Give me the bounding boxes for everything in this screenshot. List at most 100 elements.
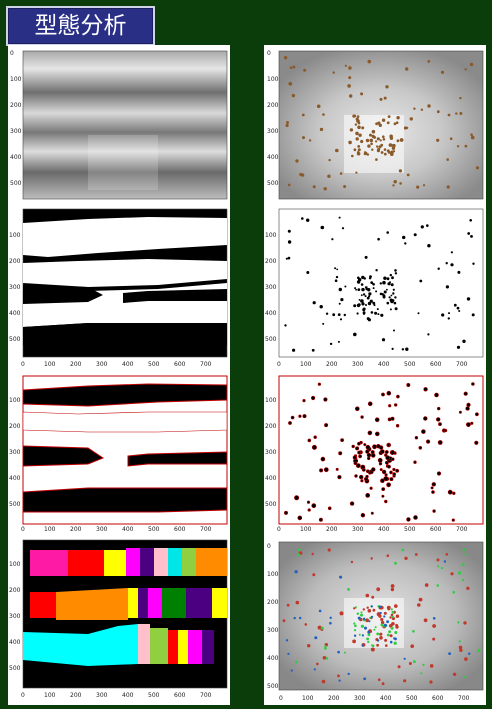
point [383,476,389,482]
point [337,674,340,678]
point [367,59,372,64]
point [372,301,376,305]
point [322,656,327,660]
point [386,633,390,637]
point [298,414,302,418]
point [323,467,329,473]
svg-text:200: 200 [10,102,22,109]
point [452,491,456,496]
point [286,121,289,124]
point [358,278,362,282]
point [462,339,466,343]
point [458,571,462,575]
point [466,586,470,590]
point [394,272,398,275]
right-detect-yticks: 0 100 200 300 400 500 [267,543,279,690]
point [390,626,394,630]
point [391,622,395,626]
point [338,287,342,292]
point [405,126,409,130]
point [353,622,356,625]
point [361,302,365,306]
point [458,645,463,650]
point [286,603,290,607]
point [387,282,391,286]
left-contour-plot: 100 200 300 400 500 0 100 200 300 400 50… [9,375,228,533]
point [374,626,377,629]
point [470,235,473,238]
point [465,422,471,427]
right-photo-plot: 0 100 200 300 400 500 [267,50,484,200]
point [336,268,339,271]
point [394,296,397,299]
point [349,128,354,132]
point [375,158,378,161]
point [463,621,467,625]
point [377,678,381,681]
point [301,217,304,220]
point [390,608,393,611]
point [389,616,392,619]
point [388,404,392,408]
point [413,660,416,663]
svg-text:100: 100 [267,571,279,578]
point [347,672,350,676]
point [395,614,400,618]
point [450,263,454,267]
svg-text:400: 400 [122,526,134,533]
point [372,283,375,286]
right-photo-yticks: 0 100 200 300 400 500 [267,50,279,187]
point [412,630,415,633]
point [367,609,372,613]
bug-points [283,56,480,191]
point [385,455,391,461]
point [395,423,400,428]
point [399,138,404,142]
point [371,644,373,647]
point [402,235,406,240]
svg-text:700: 700 [200,526,212,533]
point [302,414,307,419]
svg-text:500: 500 [9,336,21,343]
point [389,477,394,482]
point [302,399,306,403]
point [361,126,365,130]
point [380,617,384,622]
point [372,608,376,612]
point [362,293,366,296]
svg-text:500: 500 [404,526,416,533]
right-binary-plot: 100 200 300 400 500 0 100 200 300 400 50… [265,208,484,368]
point [379,449,385,454]
point [385,85,389,89]
point [457,270,461,274]
svg-text:0: 0 [277,361,281,368]
point [386,443,391,447]
point [360,299,364,303]
point [364,151,368,156]
point [308,139,312,142]
point [297,553,301,557]
point [455,112,458,115]
point [436,558,440,562]
point [335,467,339,471]
point [389,450,395,456]
point [355,171,358,174]
point [449,137,453,140]
point [287,183,291,187]
point [312,185,316,189]
point [419,279,423,283]
point [366,452,372,458]
svg-text:200: 200 [70,361,82,368]
point [423,387,428,392]
point [379,97,383,101]
point [378,145,382,149]
right-contour-xticks: 0 100 200 300 400 500 600 700 [277,526,468,533]
point [360,611,363,614]
point [409,117,413,121]
left-binary-plot: 100 200 300 400 500 0 100 200 300 400 50… [9,208,228,368]
right-binary-yticks: 100 200 300 400 500 [265,232,277,343]
point [386,554,390,557]
svg-text:200: 200 [267,102,279,109]
point [471,313,475,317]
svg-text:100: 100 [9,397,21,404]
